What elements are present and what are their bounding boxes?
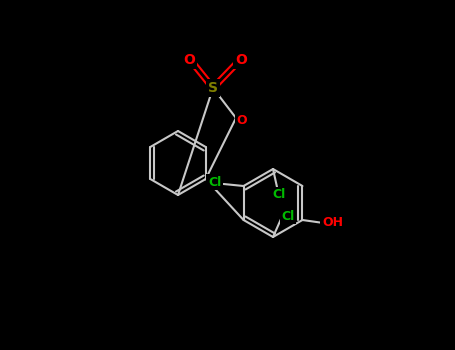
- Text: O: O: [183, 53, 195, 67]
- Text: Cl: Cl: [281, 210, 295, 223]
- Text: O: O: [235, 53, 247, 67]
- Text: Cl: Cl: [208, 175, 221, 189]
- Text: S: S: [208, 81, 218, 95]
- Text: O: O: [237, 113, 248, 126]
- Text: OH: OH: [322, 217, 343, 230]
- Text: Cl: Cl: [273, 189, 286, 202]
